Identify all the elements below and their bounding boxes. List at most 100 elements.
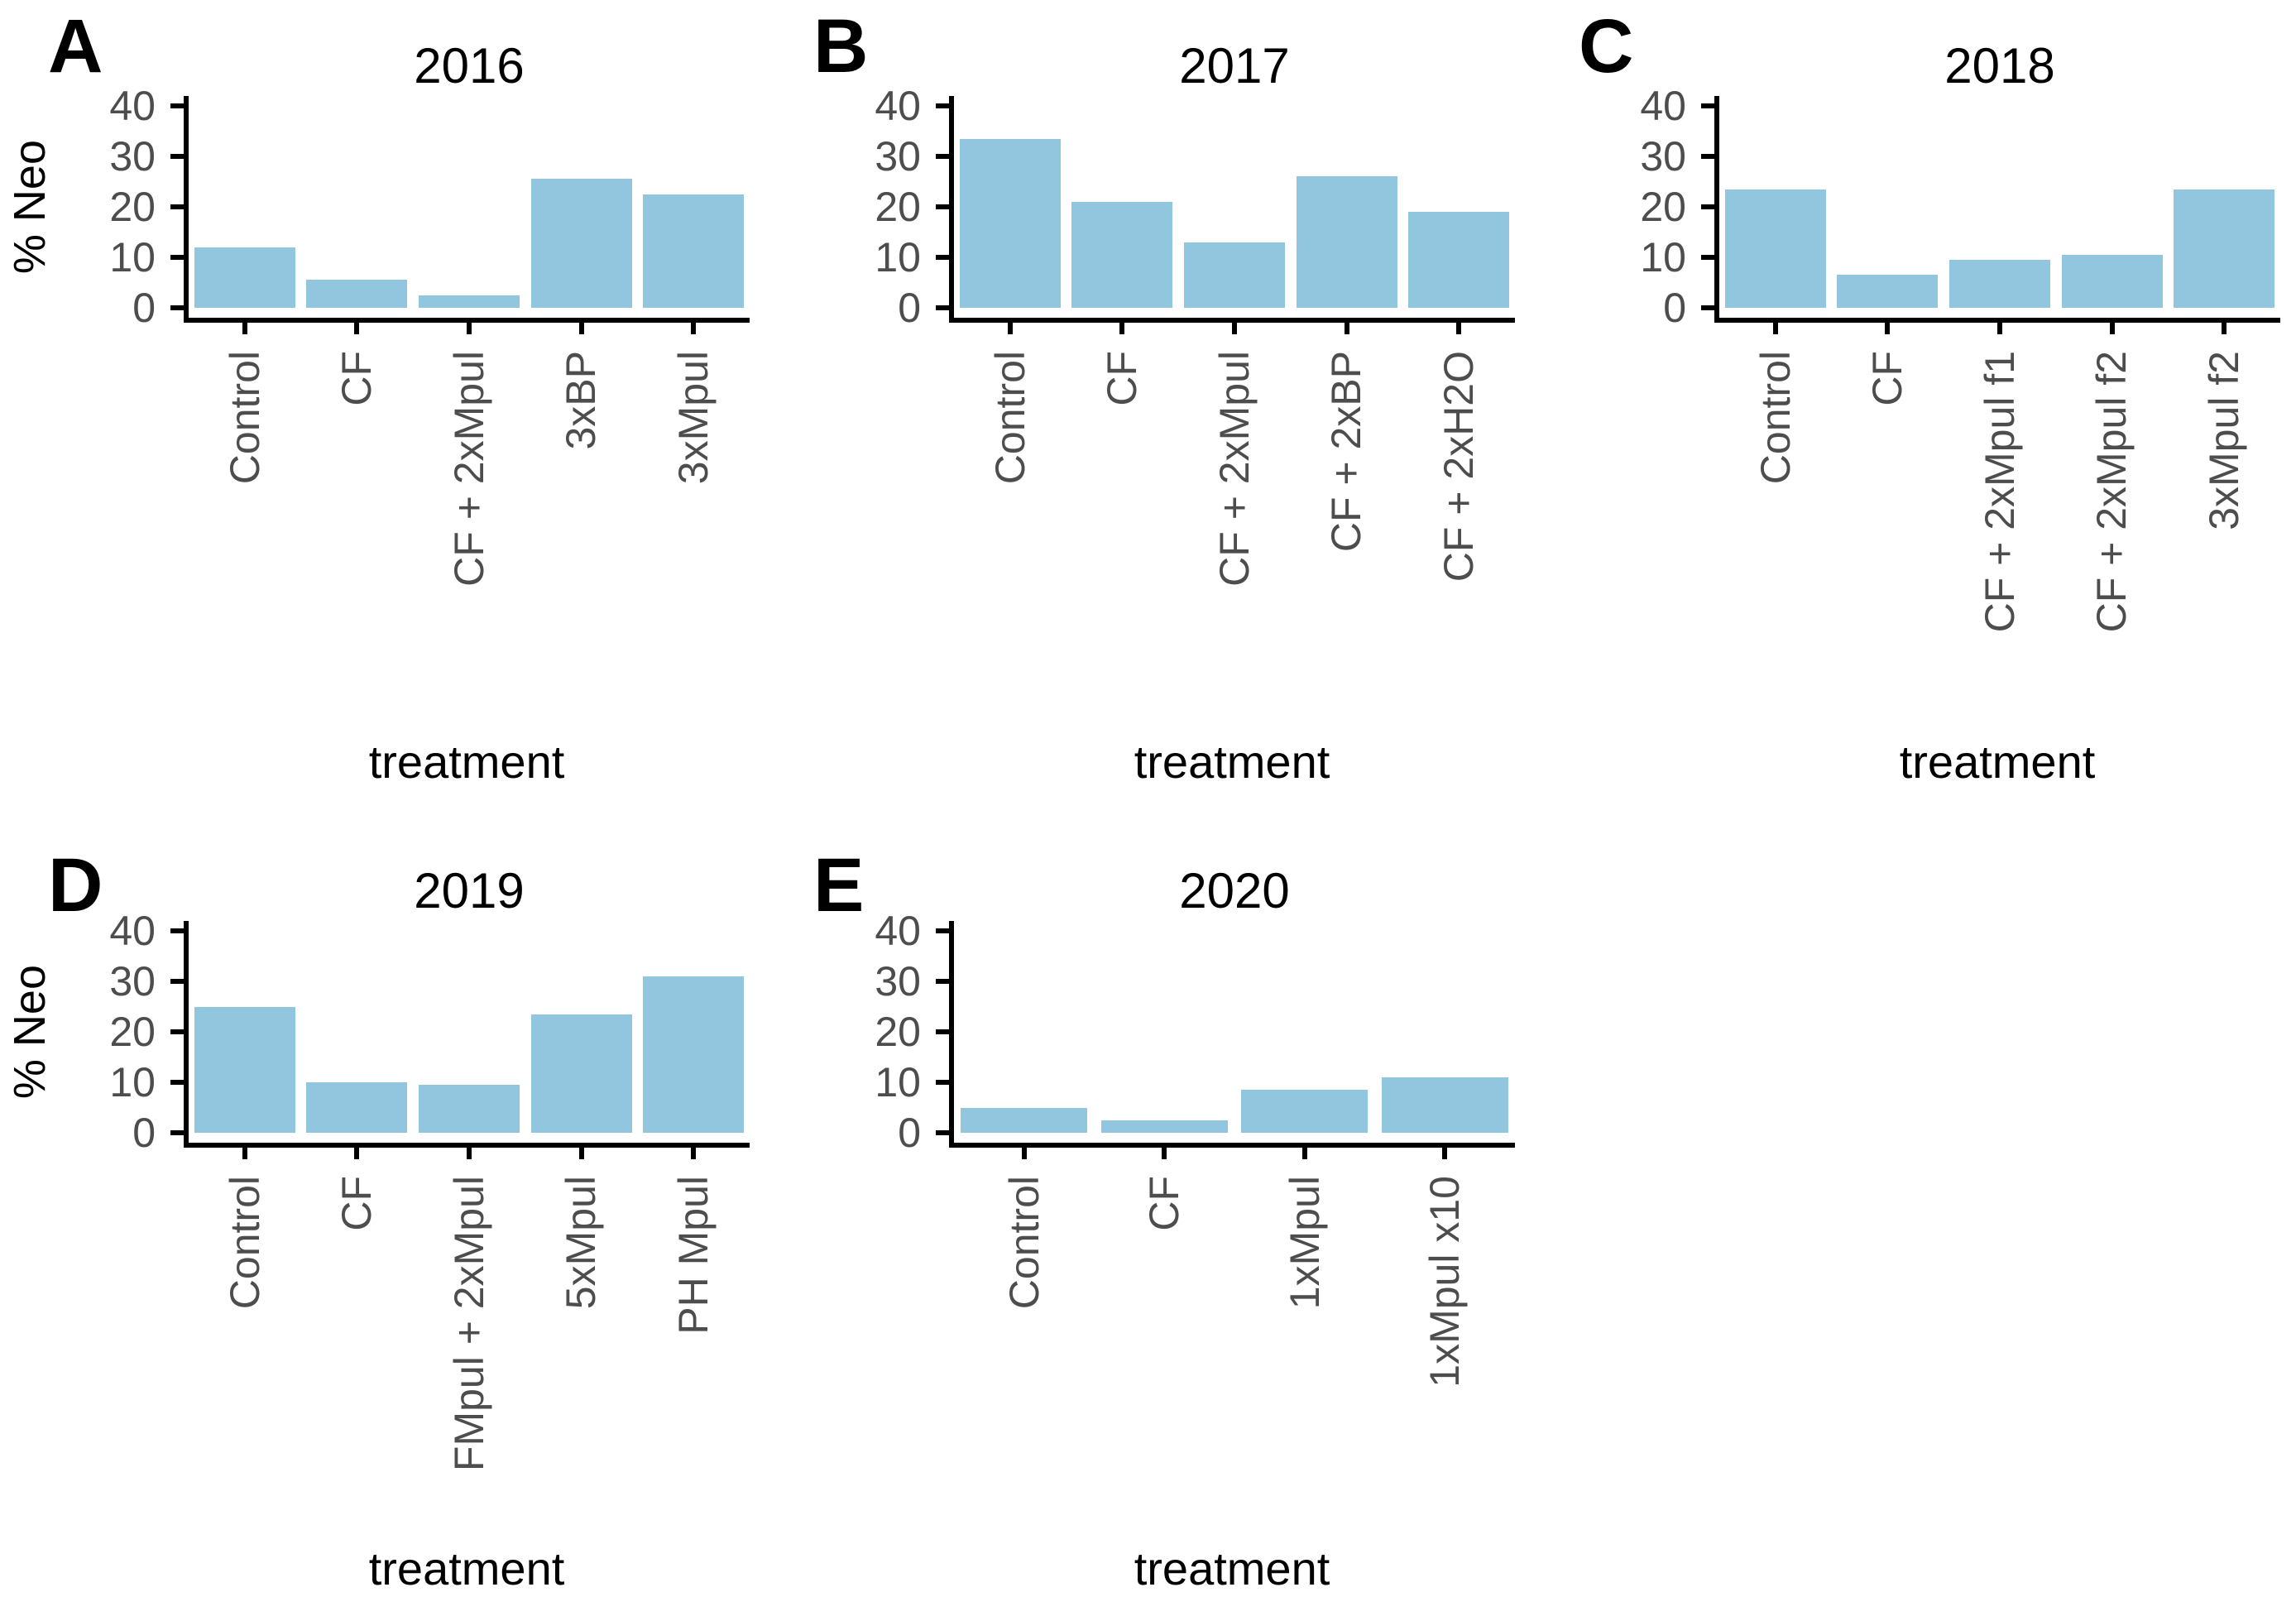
x-tick-label-cell: 1xMpul x10 xyxy=(1414,1176,1475,1388)
x-tick-label-cell: CF xyxy=(1091,351,1153,406)
x-axis-title: treatment xyxy=(368,736,565,788)
x-tick-mark xyxy=(1456,323,1462,334)
x-tick-label-cell: 5xMpul xyxy=(551,1176,612,1309)
bar-cf xyxy=(1837,275,1939,308)
bar-cf xyxy=(306,1082,408,1133)
x-axis-title: treatment xyxy=(1134,1542,1330,1594)
x-tick-label-fmpul-2xmpul: FMpul + 2xMpul xyxy=(445,1176,492,1472)
x-tick-mark xyxy=(1007,323,1013,334)
plot-area-d: 2019 xyxy=(170,866,750,1159)
x-tick-mark xyxy=(691,323,697,334)
x-tick-label-cf: CF xyxy=(1864,351,1911,406)
panel-label-b: B xyxy=(813,4,869,89)
bar-cf-2xmpul xyxy=(1183,242,1285,308)
x-tick-label-cf-2xmpul: CF + 2xMpul xyxy=(445,351,492,587)
y-tick-label: 40 xyxy=(109,908,156,954)
x-tick-label-cell: CF + 2xBP xyxy=(1316,351,1378,552)
x-tick-label-cell: CF + 2xMpul f1 xyxy=(1969,351,2030,632)
panel-d: D% Neo 0 10 20 30 40 2019 Control CF FMpul + 2xMp… xyxy=(0,836,765,1616)
y-tick-mark xyxy=(170,154,184,159)
x-tick-mark xyxy=(1344,323,1349,334)
bar-1xmpul-x10 xyxy=(1381,1077,1508,1133)
x-tick-label-ph-mpul: PH Mpul xyxy=(669,1176,717,1335)
empty-cell xyxy=(1531,836,2296,1616)
bar-5xmpul xyxy=(530,1014,632,1133)
y-tick-label: 40 xyxy=(875,83,921,129)
panel-a: A% Neo 0 10 20 30 40 2016 Control CF CF + 2xMpul 3… xyxy=(0,0,765,836)
x-tick-label-cell: 3xMpul xyxy=(663,351,724,484)
y-tick-label: 30 xyxy=(1640,133,1686,180)
y-tick-mark xyxy=(170,305,184,310)
x-tick-label-cell: FMpul + 2xMpul xyxy=(439,1176,500,1471)
y-tick-mark xyxy=(936,204,949,209)
panel-label-d: D xyxy=(48,843,103,928)
x-tick-label-cell: 3xBP xyxy=(551,351,612,450)
x-tick-mark xyxy=(2109,323,2115,334)
panel-label-a: A xyxy=(48,4,103,89)
x-tick-label-cell: CF xyxy=(326,1176,387,1231)
x-tick-mark xyxy=(578,323,584,334)
y-tick-mark xyxy=(1701,154,1714,159)
y-tick-label: 30 xyxy=(109,958,156,1005)
x-tick-label-cf: CF xyxy=(1099,351,1146,406)
y-tick-label: 30 xyxy=(875,958,921,1005)
x-tick-mark xyxy=(1885,323,1891,334)
x-tick-mark xyxy=(691,1148,697,1159)
bar-3xmpul-f2 xyxy=(2174,189,2275,308)
x-tick-labels: Control CF 1xMpul 1xMpul x10 xyxy=(954,1176,1515,1540)
x-tick-labels: Control CF CF + 2xMpul CF + 2xBP CF + 2xH2O xyxy=(954,351,1515,715)
y-tick-mark xyxy=(170,103,184,108)
x-tick-label-cf-2xmpul-f2: CF + 2xMpul f2 xyxy=(2088,351,2135,633)
y-tick-label: 0 xyxy=(898,1110,921,1156)
x-tick-label-cell: CF xyxy=(1857,351,1918,406)
y-tick-mark xyxy=(170,255,184,260)
bar-3xmpul xyxy=(643,194,745,308)
y-tick-label: 10 xyxy=(875,234,921,281)
y-tick-mark xyxy=(1701,305,1714,310)
x-tick-labels: Control CF CF + 2xMpul 3xBP 3xMpul xyxy=(189,351,750,715)
x-tick-label-cell: Control xyxy=(994,1176,1055,1309)
x-tick-mark xyxy=(467,323,472,334)
y-tick-label: 10 xyxy=(1640,234,1686,281)
x-tick-label-cell: CF + 2xMpul f2 xyxy=(2082,351,2143,632)
y-tick-mark xyxy=(1701,255,1714,260)
x-tick-label-cf: CF xyxy=(333,351,381,406)
y-tick-label: 40 xyxy=(1640,83,1686,129)
bar-control xyxy=(194,247,295,308)
bar-control xyxy=(1724,189,1826,308)
x-tick-label-control: Control xyxy=(986,351,1033,485)
x-tick-mark xyxy=(242,1148,247,1159)
plot-area-c: 2018 xyxy=(1701,41,2280,334)
bar-cf-2xmpul xyxy=(418,295,520,308)
panel-b: B 0 10 20 30 40 2017 Control CF CF + 2xMpul CF + 2… xyxy=(765,0,1531,836)
panel-title: 2019 xyxy=(414,863,525,918)
bar-cf xyxy=(1100,1120,1228,1133)
y-tick-label: 30 xyxy=(109,133,156,180)
x-tick-label-control: Control xyxy=(1752,351,1799,485)
x-tick-labels: Control CF FMpul + 2xMpul 5xMpul PH Mpul xyxy=(189,1176,750,1540)
y-tick-mark xyxy=(170,1130,184,1135)
y-tick-mark xyxy=(1701,103,1714,108)
panel-title: 2017 xyxy=(1179,38,1290,94)
x-tick-label-cell: Control xyxy=(1745,351,1806,484)
y-tick-label: 40 xyxy=(875,908,921,954)
y-tick-label: 40 xyxy=(109,83,156,129)
x-tick-label-cell: CF + 2xMpul xyxy=(439,351,500,587)
x-tick-mark xyxy=(467,1148,472,1159)
x-tick-mark xyxy=(242,323,247,334)
panel-title: 2016 xyxy=(414,38,525,94)
x-axis-title: treatment xyxy=(1134,736,1330,788)
plot-area-b: 2017 xyxy=(936,41,1515,334)
x-tick-label-cell: 1xMpul xyxy=(1274,1176,1335,1309)
x-tick-label-cf: CF xyxy=(333,1176,381,1231)
bar-control xyxy=(961,1107,1088,1133)
x-tick-labels: Control CF CF + 2xMpul f1 CF + 2xMpul f2 3xM… xyxy=(1719,351,2280,715)
panel-title: 2020 xyxy=(1179,863,1290,918)
plot-area-a: 2016 xyxy=(170,41,750,334)
y-tick-mark xyxy=(936,979,949,984)
panel-c: C 0 10 20 30 40 2018 Control CF CF + 2xMpul f1 CF … xyxy=(1531,0,2296,836)
y-tick-label: 20 xyxy=(109,184,156,230)
x-tick-mark xyxy=(1442,1148,1448,1159)
y-tick-mark xyxy=(936,103,949,108)
